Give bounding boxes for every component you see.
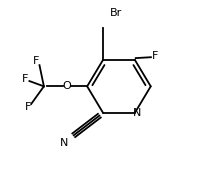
- Text: F: F: [25, 102, 32, 112]
- Text: N: N: [133, 108, 141, 118]
- Text: Br: Br: [110, 8, 122, 18]
- Text: O: O: [62, 81, 71, 91]
- Text: N: N: [60, 138, 68, 148]
- Text: F: F: [22, 74, 28, 84]
- Text: F: F: [33, 56, 39, 66]
- Text: F: F: [152, 51, 158, 61]
